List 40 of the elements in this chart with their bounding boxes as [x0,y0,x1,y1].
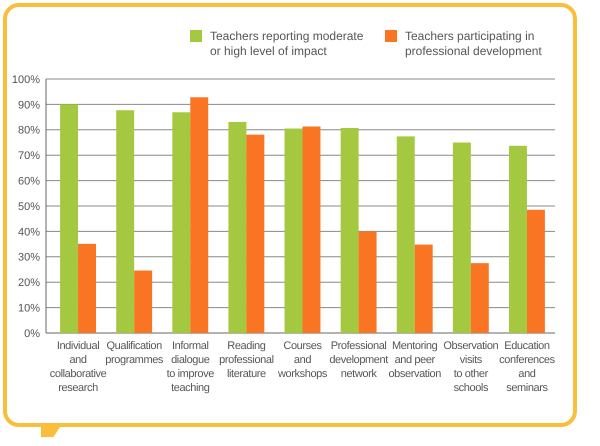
x-tick-label: Observation visits to other schools [443,340,499,394]
bar [396,136,415,333]
bar [414,244,433,333]
bar [190,97,208,333]
bar [284,128,302,333]
bar [116,110,134,333]
x-tick-label: Courses and workshops [277,340,328,380]
y-tick-label: 10% [18,302,40,314]
bar [452,142,471,333]
x-tick-label: Reading professional literature [219,340,274,380]
x-tick-label: Qualification programmes [105,340,164,366]
y-tick-label: 70% [18,150,40,162]
y-tick-label: 90% [18,99,40,112]
y-tick-label: 60% [18,175,40,188]
x-tick-label: Mentoring and peer observation [388,340,442,380]
bar [78,244,96,333]
y-tick-label: 100% [12,74,40,86]
y-tick-label: 20% [18,277,40,290]
bar [340,128,359,333]
x-tick-label: Informal dialogue to improve teaching [166,340,214,394]
x-tick-label: Individual and collaborative research [50,340,107,394]
bar [508,146,527,333]
y-tick-label: 50% [18,200,40,213]
x-tick-label: Education conferences and seminars [499,340,556,394]
bar [526,210,545,333]
bar [228,122,246,333]
y-tick-label: 0% [24,328,40,340]
bar [302,126,320,333]
bar [60,104,78,333]
legend-label: Teachers reporting moderate or high level of impact [210,29,364,58]
x-tick-label: Professional development network [329,340,388,380]
y-tick-label: 30% [18,252,40,264]
legend-label: Teachers participating in professional development [405,29,542,58]
y-tick-label: 40% [18,226,40,238]
bar [172,112,190,333]
bar [134,270,152,333]
bar [246,134,264,333]
bar [358,232,377,333]
bar [470,263,489,333]
y-tick-label: 80% [18,124,40,137]
